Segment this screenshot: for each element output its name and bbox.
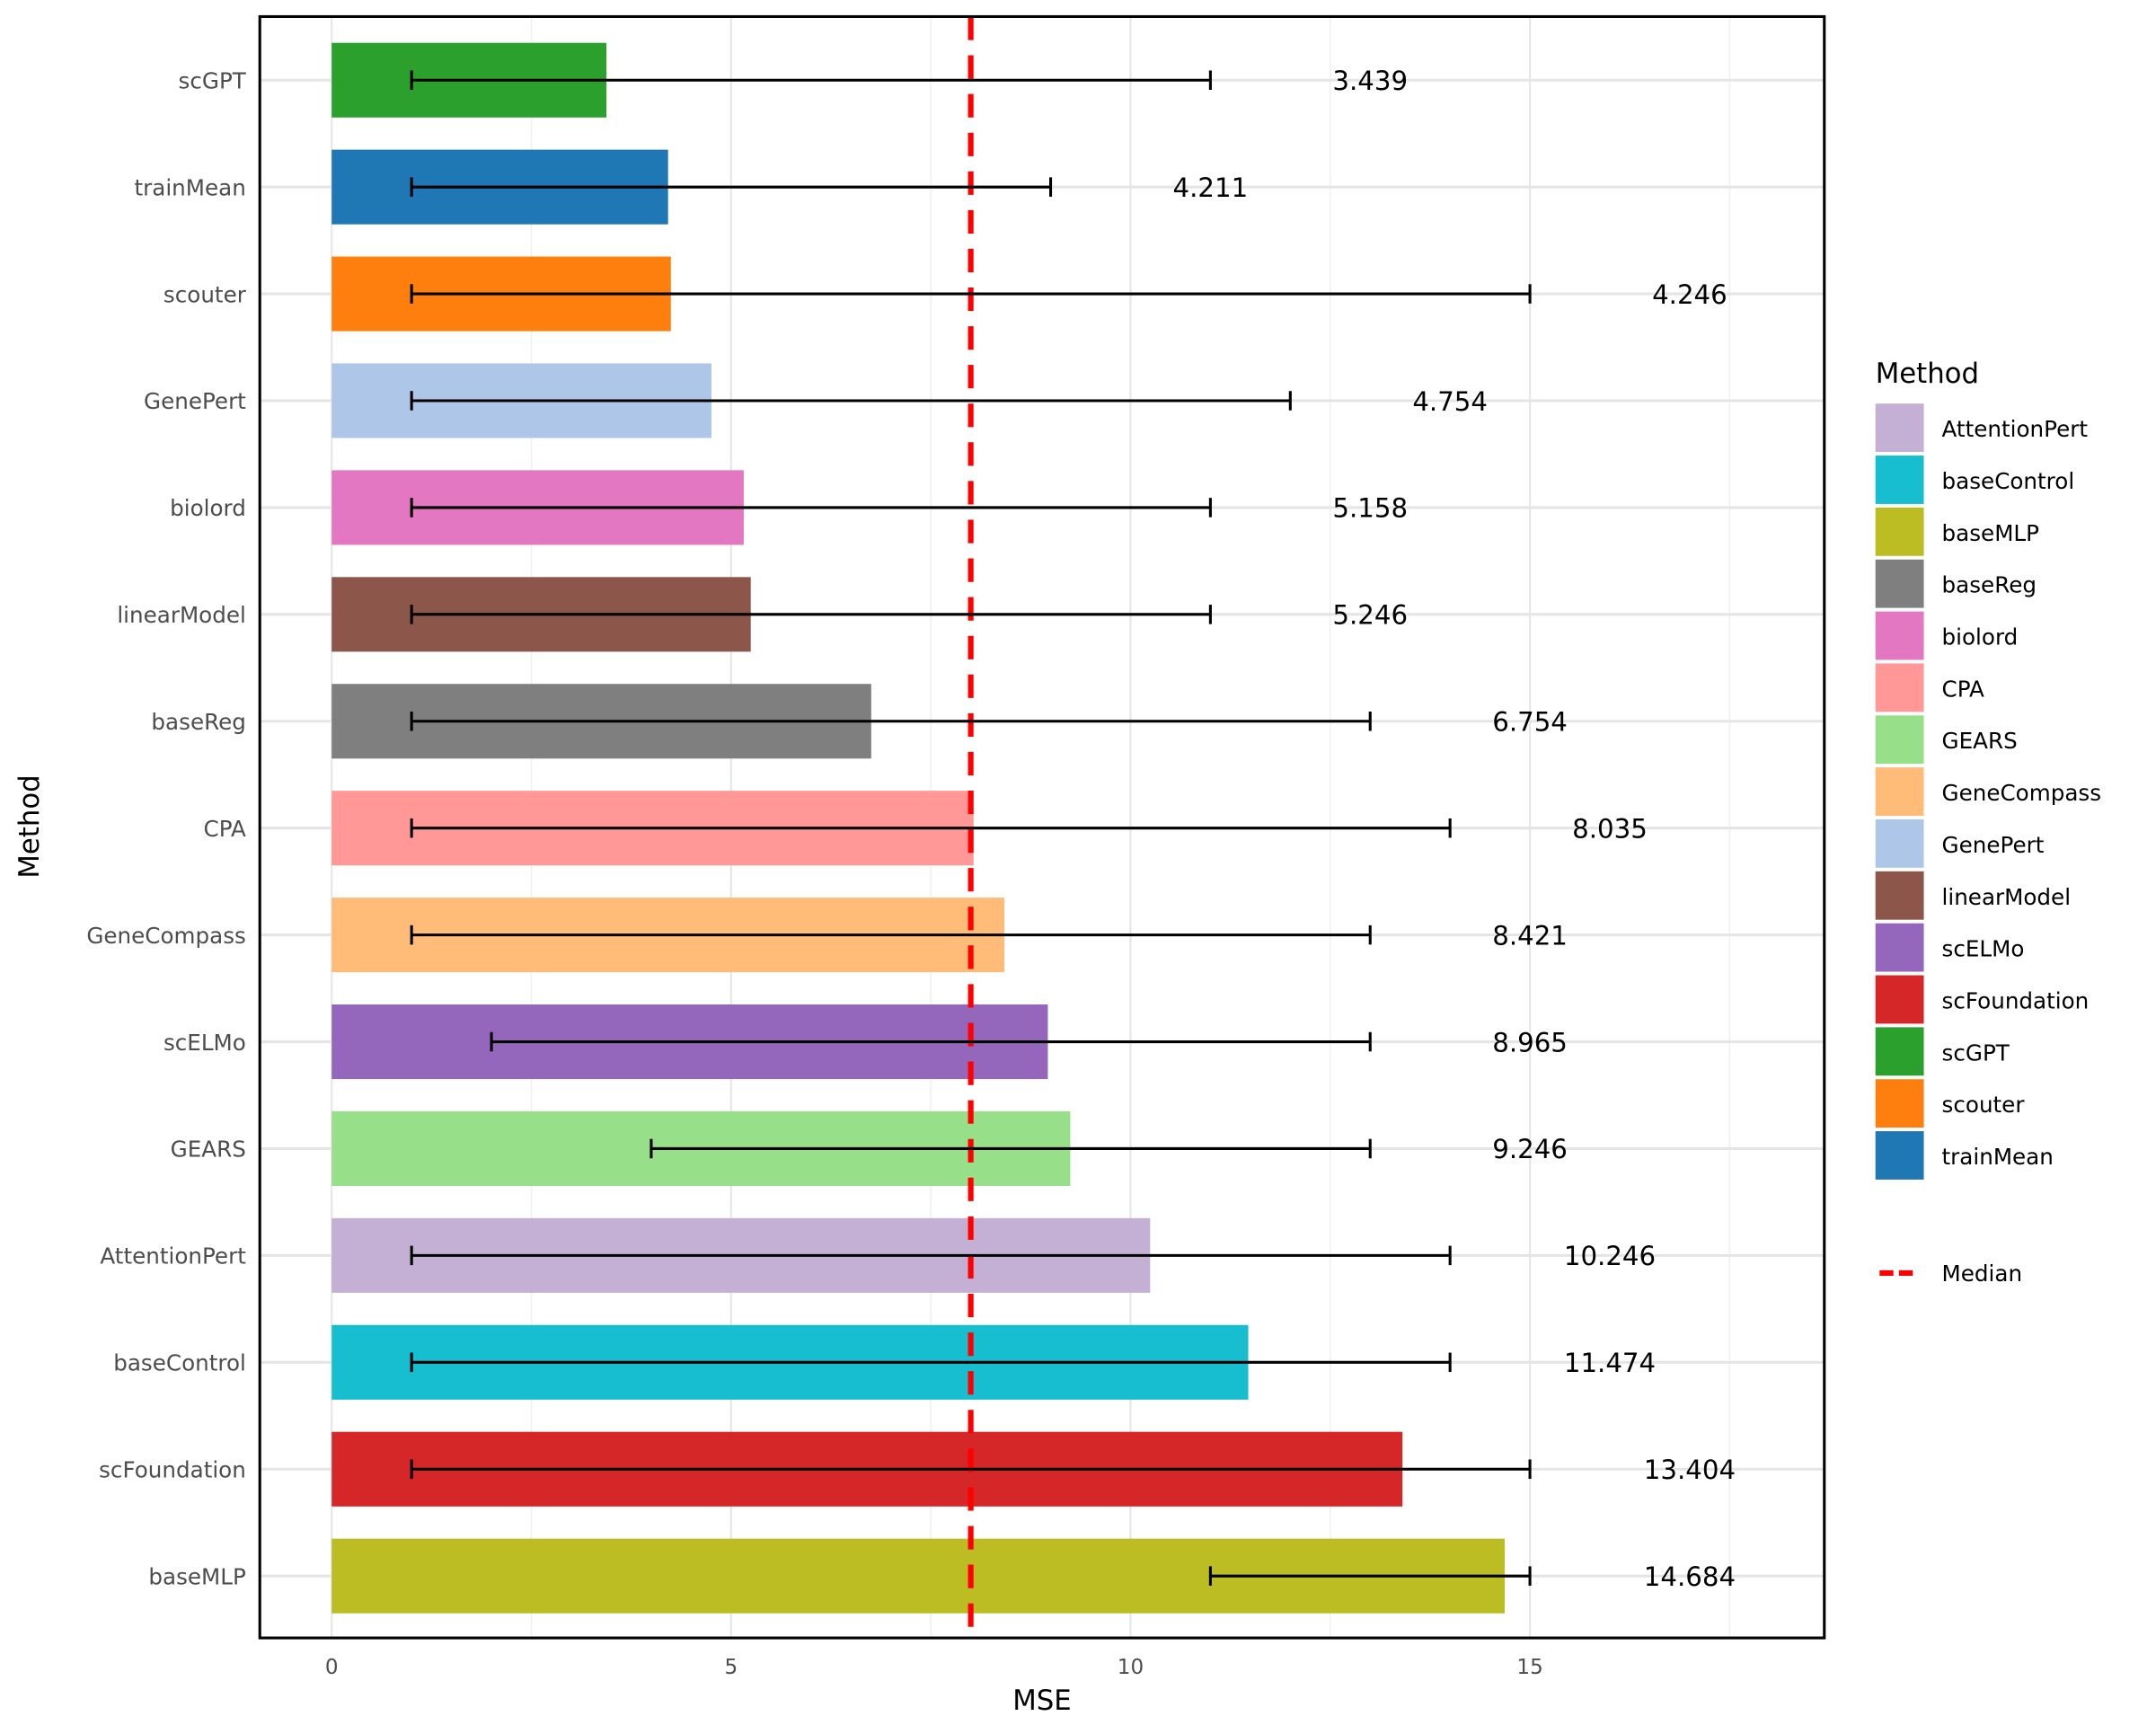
value-label-baseControl: 11.474 — [1564, 1348, 1656, 1378]
value-label-GeneCompass: 8.421 — [1492, 920, 1568, 951]
y-tick-label-scouter: scouter — [163, 281, 247, 307]
legend-title: Method — [1876, 358, 1979, 390]
legend-label-AttentionPert: AttentionPert — [1942, 416, 2089, 442]
legend-key-baseReg — [1875, 559, 1924, 608]
y-tick-label-scELMo: scELMo — [163, 1030, 246, 1056]
y-tick-label-scGPT: scGPT — [179, 67, 247, 93]
y-tick-label-baseMLP: baseMLP — [148, 1563, 245, 1589]
y-tick-label-baseReg: baseReg — [151, 709, 245, 735]
value-label-scFoundation: 13.404 — [1644, 1455, 1736, 1485]
legend-key-baseControl — [1875, 456, 1924, 504]
y-tick-label-GenePert: GenePert — [144, 388, 246, 414]
legend-label-scELMo: scELMo — [1942, 936, 2025, 962]
value-label-AttentionPert: 10.246 — [1564, 1241, 1656, 1271]
value-label-scELMo: 8.965 — [1492, 1027, 1568, 1057]
x-tick-label: 15 — [1516, 1656, 1542, 1679]
legend-key-scFoundation — [1875, 975, 1924, 1024]
y-tick-label-CPA: CPA — [204, 816, 246, 842]
legend-label-GeneCompass: GeneCompass — [1942, 780, 2102, 806]
y-tick-label-GEARS: GEARS — [171, 1137, 246, 1163]
legend-key-trainMean — [1875, 1131, 1924, 1180]
y-tick-label-AttentionPert: AttentionPert — [100, 1243, 246, 1269]
y-tick-label-trainMean: trainMean — [135, 174, 246, 200]
value-label-scGPT: 3.439 — [1332, 66, 1408, 96]
value-label-trainMean: 4.211 — [1173, 172, 1249, 203]
value-label-CPA: 8.035 — [1572, 813, 1648, 844]
y-tick-label-biolord: biolord — [170, 495, 246, 521]
legend-label-baseControl: baseControl — [1942, 468, 2075, 494]
x-axis-title: MSE — [1012, 1685, 1071, 1717]
legend-label-scGPT: scGPT — [1942, 1039, 2010, 1066]
value-label-linearModel: 5.246 — [1332, 600, 1408, 631]
legend-key-GEARS — [1875, 715, 1924, 765]
value-label-GenePert: 4.754 — [1412, 386, 1488, 417]
y-tick-label-scFoundation: scFoundation — [99, 1456, 246, 1482]
legend-key-GenePert — [1875, 819, 1924, 868]
legend-label-linearModel: linearModel — [1942, 884, 2072, 910]
legend-key-scouter — [1875, 1079, 1924, 1128]
legend-label-baseMLP: baseMLP — [1942, 520, 2039, 546]
legend-label-GEARS: GEARS — [1942, 728, 2018, 754]
y-tick-label-GeneCompass: GeneCompass — [86, 923, 246, 949]
value-label-GEARS: 9.246 — [1492, 1134, 1568, 1164]
legend-key-scGPT — [1875, 1027, 1924, 1076]
legend-label-CPA: CPA — [1942, 676, 1984, 702]
x-tick-label: 0 — [325, 1656, 339, 1679]
legend-label-baseReg: baseReg — [1942, 572, 2037, 598]
legend-key-AttentionPert — [1875, 403, 1924, 453]
legend-key-scELMo — [1875, 923, 1924, 972]
legend-key-biolord — [1875, 611, 1924, 660]
legend-label-trainMean: trainMean — [1942, 1144, 2054, 1170]
legend-label-median: Median — [1942, 1261, 2023, 1287]
legend-label-scouter: scouter — [1942, 1092, 2026, 1118]
value-label-baseMLP: 14.684 — [1644, 1561, 1736, 1592]
legend-label-GenePert: GenePert — [1942, 832, 2045, 858]
value-label-scouter: 4.246 — [1652, 279, 1727, 310]
panel-border — [258, 14, 1826, 1640]
x-tick-label: 5 — [725, 1656, 738, 1679]
y-axis-title: Method — [13, 774, 46, 878]
legend-label-biolord: biolord — [1942, 624, 2019, 650]
legend-key-linearModel — [1875, 871, 1924, 920]
value-label-biolord: 5.158 — [1332, 493, 1408, 524]
y-tick-label-baseControl: baseControl — [113, 1350, 246, 1376]
value-label-baseReg: 6.754 — [1492, 707, 1568, 738]
legend-key-baseMLP — [1875, 507, 1924, 556]
legend-key-CPA — [1875, 663, 1924, 712]
y-tick-label-linearModel: linearModel — [117, 602, 246, 628]
legend-key-GeneCompass — [1875, 767, 1924, 816]
x-tick-label: 10 — [1118, 1656, 1144, 1679]
legend-label-scFoundation: scFoundation — [1942, 987, 2090, 1013]
